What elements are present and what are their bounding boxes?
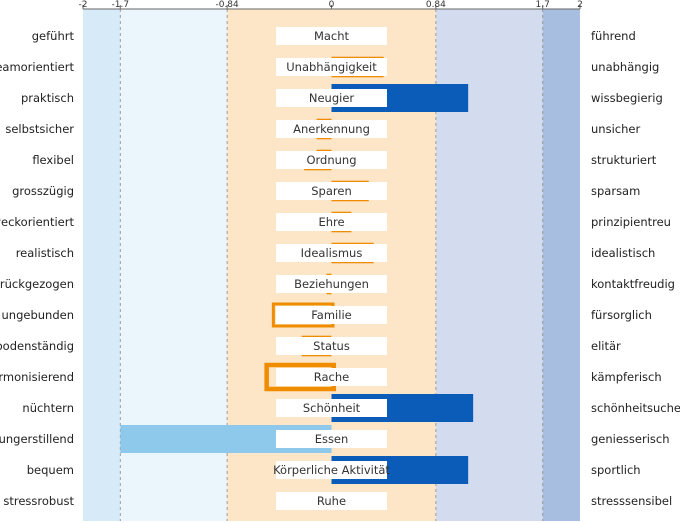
tick-label: 2 — [577, 0, 583, 10]
left-pole-label: flexibel — [32, 153, 74, 167]
left-pole-label: bequem — [27, 463, 74, 477]
right-pole-label: strukturiert — [591, 153, 657, 167]
right-pole-label: unabhängig — [591, 60, 659, 74]
tick-label: -1.7 — [111, 0, 129, 10]
left-pole-label: praktisch — [21, 91, 74, 105]
tick-label: 0 — [329, 0, 335, 10]
left-pole-label: grosszügig — [12, 184, 74, 198]
category-box-12 — [276, 399, 387, 417]
category-label: Macht — [314, 29, 350, 43]
category-box-1 — [276, 58, 387, 76]
right-pole-label: prinzipientreu — [591, 215, 671, 229]
category-box-10 — [276, 337, 387, 355]
left-pole-label: nüchtern — [22, 401, 74, 415]
left-pole-label: harmonisierend — [0, 370, 74, 384]
category-box-7 — [276, 244, 387, 262]
right-pole-label: elitär — [591, 339, 621, 353]
category-label: Ordnung — [306, 153, 356, 167]
category-label: Familie — [311, 308, 351, 322]
right-pole-label: geniesserisch — [591, 432, 670, 446]
left-pole-label: teamorientiert — [0, 60, 74, 74]
right-pole-label: sportlich — [591, 463, 641, 477]
band-5 — [542, 9, 580, 521]
right-pole-label: kontaktfreudig — [591, 277, 675, 291]
right-pole-label: sparsam — [591, 184, 640, 198]
category-labels: Macht Unabhängigkeit Neugier Anerkennung Ord… — [273, 27, 390, 510]
category-label: Idealismus — [301, 246, 363, 260]
right-pole-label: kämpferisch — [591, 370, 662, 384]
category-box-13 — [276, 430, 387, 448]
right-pole-label: schönheitsuchend — [591, 401, 680, 415]
category-label: Unabhängigkeit — [286, 60, 377, 74]
category-label: Körperliche Aktivität — [273, 463, 390, 477]
left-pole-label: stressrobust — [3, 494, 74, 508]
tick-label: -0.84 — [215, 0, 239, 10]
category-label: Sparen — [311, 184, 352, 198]
left-pole-label: realistisch — [16, 246, 74, 260]
category-box-15 — [276, 492, 387, 510]
category-box-4 — [276, 151, 387, 169]
left-pole-label: selbstsicher — [5, 122, 74, 136]
category-label: Anerkennung — [293, 122, 370, 136]
category-box-6 — [276, 213, 387, 231]
category-box-3 — [276, 120, 387, 138]
category-box-5 — [276, 182, 387, 200]
right-pole-label: wissbegierig — [591, 91, 663, 105]
tick-label: -2 — [79, 0, 88, 10]
category-label: Neugier — [309, 91, 355, 105]
category-label: Schönheit — [303, 401, 361, 415]
band-0 — [83, 9, 121, 521]
right-pole-label: unsicher — [591, 122, 640, 136]
category-box-11 — [276, 368, 387, 386]
left-pole-label: zweckorientiert — [0, 215, 74, 229]
category-box-2 — [276, 89, 387, 107]
category-label: Ruhe — [317, 494, 346, 508]
category-box-0 — [276, 27, 387, 45]
right-pole-label: führend — [591, 29, 636, 43]
right-pole-label: idealistisch — [591, 246, 655, 260]
pole-labels: geführt führend teamorientiert unabhängig pr… — [0, 29, 680, 508]
category-label: Ehre — [318, 215, 344, 229]
left-pole-label: hungerstillend — [0, 432, 74, 446]
category-label: Rache — [314, 370, 349, 384]
x-axis: -2 -1.7 -0.84 0 0.84 1.7 2 — [79, 0, 583, 10]
left-pole-label: bodenständig — [0, 339, 74, 353]
tick-label: 0.84 — [426, 0, 446, 10]
category-label: Status — [313, 339, 350, 353]
category-label: Essen — [315, 432, 349, 446]
left-pole-label: zurückgezogen — [0, 277, 74, 291]
category-box-8 — [276, 275, 387, 293]
category-label: Beziehungen — [294, 277, 369, 291]
left-pole-label: geführt — [32, 29, 75, 43]
tick-label: 1.7 — [536, 0, 550, 10]
right-pole-label: stresssensibel — [591, 494, 672, 508]
category-box-9 — [276, 306, 387, 324]
category-box-14 — [276, 461, 387, 479]
right-pole-label: fürsorglich — [591, 308, 652, 322]
left-pole-label: ungebunden — [2, 308, 75, 322]
